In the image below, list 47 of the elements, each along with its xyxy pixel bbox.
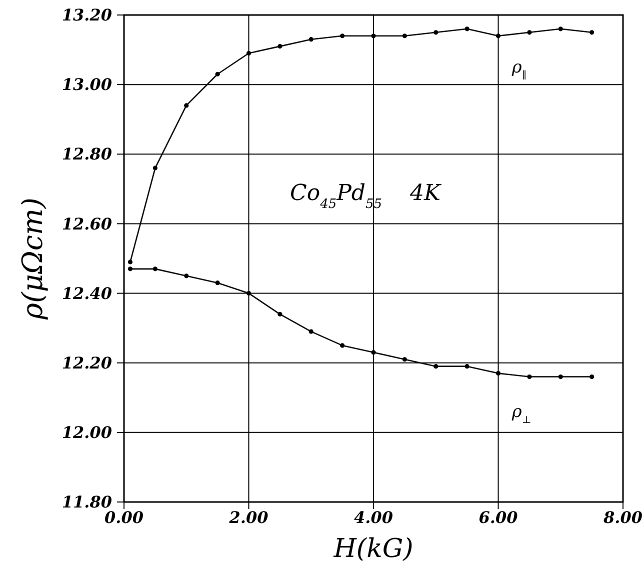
point — [184, 103, 189, 108]
y-tick-label: 12.20 — [62, 353, 112, 372]
point — [184, 274, 189, 278]
point — [527, 374, 532, 380]
y-tick-label: 13.00 — [62, 75, 112, 94]
point — [128, 260, 133, 264]
point — [278, 44, 282, 49]
point — [308, 37, 314, 42]
point — [152, 266, 158, 272]
x-tick-label: 4.00 — [354, 508, 393, 527]
series-label: ρ$_{⊥}$ — [510, 402, 532, 426]
point — [402, 357, 407, 362]
point — [215, 280, 220, 286]
x-tick-label: 8.00 — [604, 508, 642, 527]
point — [152, 166, 158, 170]
y-tick-label: 12.00 — [62, 423, 112, 442]
point — [434, 364, 438, 369]
point — [434, 30, 438, 35]
x-tick-label: 6.00 — [478, 508, 518, 527]
point — [278, 312, 282, 316]
point — [496, 34, 501, 38]
point — [340, 34, 345, 38]
point — [558, 26, 563, 32]
point — [215, 72, 220, 76]
y-axis-title: ρ(μΩcm) — [16, 198, 49, 320]
point — [246, 50, 252, 56]
point — [308, 329, 314, 334]
point — [371, 34, 376, 38]
point — [371, 350, 376, 355]
series-label: ρ$_{∥}$ — [510, 57, 526, 81]
point — [590, 374, 594, 380]
point — [464, 364, 470, 369]
point — [496, 370, 501, 376]
point — [558, 374, 563, 380]
point — [464, 26, 470, 32]
x-tick-label: 2.00 — [228, 508, 268, 527]
y-tick-label: 12.60 — [62, 214, 112, 234]
point — [128, 266, 133, 272]
y-tick-label: 12.40 — [62, 284, 112, 303]
y-tick-label: 12.80 — [62, 144, 112, 164]
point — [590, 30, 594, 35]
point — [402, 34, 407, 38]
y-tick-label: 13.20 — [62, 6, 112, 25]
point — [246, 290, 252, 296]
x-axis-title: H(kG) — [332, 534, 414, 564]
point — [527, 30, 532, 35]
point — [340, 343, 345, 348]
